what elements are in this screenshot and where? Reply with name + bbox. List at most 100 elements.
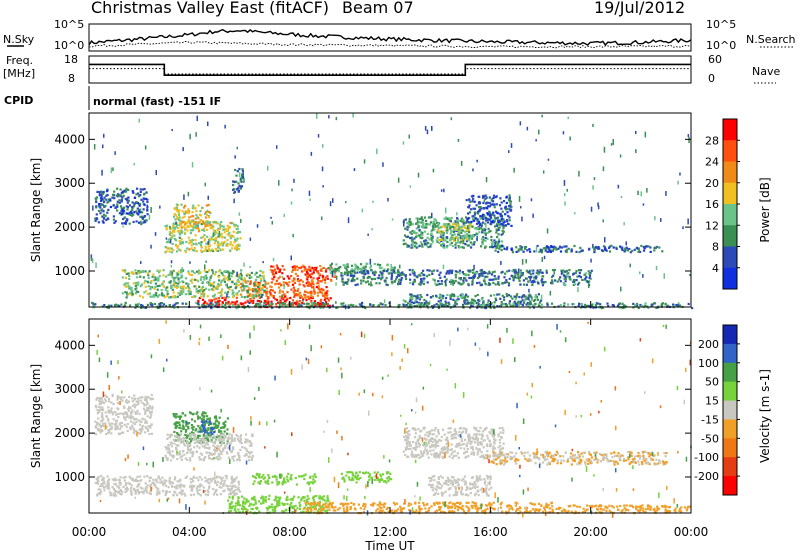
- heatmap-cell: [177, 415, 180, 418]
- heatmap-cell: [159, 302, 162, 305]
- heatmap-cell: [431, 272, 434, 275]
- heatmap-scatter: [271, 221, 273, 225]
- heatmap-cell: [456, 223, 459, 226]
- heatmap-cell: [271, 306, 274, 309]
- heatmap-cell: [588, 274, 592, 277]
- heatmap-cell: [445, 236, 449, 239]
- heatmap-cell: [471, 215, 474, 218]
- heatmap-cell: [181, 240, 184, 243]
- heatmap-cell: [116, 203, 119, 206]
- heatmap-cell: [321, 303, 324, 306]
- heatmap-cell: [428, 238, 431, 241]
- heatmap-cell: [253, 287, 256, 290]
- heatmap-scatter: [525, 259, 527, 264]
- heatmap-cell: [474, 507, 477, 510]
- heatmap-cell: [227, 510, 230, 513]
- heatmap-cell: [299, 291, 302, 294]
- heatmap-cell: [305, 504, 308, 507]
- heatmap-cell: [489, 223, 492, 226]
- heatmap-cell: [522, 294, 526, 297]
- heatmap-scatter: [617, 184, 620, 189]
- heatmap-cell: [471, 200, 474, 203]
- heatmap-cell: [434, 219, 438, 222]
- heatmap-cell: [232, 505, 235, 508]
- heatmap-cell: [436, 221, 439, 224]
- heatmap-cell: [340, 302, 343, 305]
- heatmap-cell: [306, 278, 309, 281]
- heatmap-cell: [149, 295, 152, 298]
- heatmap-cell: [519, 510, 522, 513]
- heatmap-cell: [444, 284, 447, 287]
- heatmap-cell: [116, 187, 119, 190]
- heatmap-cell: [477, 221, 480, 224]
- heatmap-cell: [179, 486, 182, 489]
- heatmap-cell: [231, 479, 234, 482]
- heatmap-cell: [137, 281, 140, 284]
- heatmap-cell: [541, 249, 544, 252]
- heatmap-cell: [270, 294, 273, 297]
- heatmap-cell: [196, 485, 199, 488]
- heatmap-cell: [402, 299, 405, 302]
- heatmap-cell: [253, 294, 256, 297]
- heatmap-cell: [198, 306, 201, 309]
- heatmap-scatter: [485, 223, 487, 228]
- heatmap-cell: [534, 275, 537, 278]
- heatmap-cell: [268, 304, 271, 307]
- heatmap-cell: [308, 307, 311, 310]
- heatmap-cell: [488, 218, 491, 221]
- heatmap-cell: [339, 502, 342, 505]
- heatmap-cell: [402, 243, 405, 246]
- heatmap-cell: [167, 486, 170, 489]
- heatmap-cell: [454, 301, 457, 304]
- heatmap-scatter: [224, 124, 226, 129]
- heatmap-cell: [343, 271, 347, 274]
- heatmap-cell: [474, 299, 477, 303]
- heatmap-cell: [454, 276, 457, 279]
- heatmap-cell: [180, 223, 183, 226]
- heatmap-cell: [390, 269, 393, 272]
- heatmap-cell: [477, 212, 480, 215]
- heatmap-cell: [481, 229, 484, 232]
- heatmap-scatter: [256, 224, 259, 228]
- heatmap-cell: [101, 203, 104, 206]
- heatmap-cell: [505, 248, 508, 251]
- heatmap-cell: [430, 238, 433, 241]
- heatmap-cell: [201, 250, 204, 253]
- heatmap-cell: [295, 265, 298, 268]
- heatmap-cell: [277, 496, 280, 499]
- heatmap-cell: [644, 302, 647, 305]
- heatmap-cell: [525, 277, 528, 280]
- heatmap-cell: [271, 303, 274, 306]
- heatmap-cell: [397, 270, 400, 274]
- heatmap-cell: [161, 302, 164, 305]
- heatmap-cell: [181, 484, 184, 487]
- heatmap-cell: [305, 268, 308, 272]
- heatmap-cell: [454, 279, 457, 282]
- heatmap-cell: [478, 206, 481, 209]
- heatmap-cell: [233, 493, 236, 497]
- heatmap-cell: [432, 221, 435, 224]
- heatmap-cell: [282, 281, 285, 284]
- heatmap-cell: [289, 498, 292, 501]
- heatmap-cell: [380, 266, 383, 269]
- heatmap-scatter: [169, 304, 171, 308]
- heatmap-cell: [194, 221, 197, 224]
- heatmap-cell: [438, 508, 441, 511]
- heatmap-scatter: [687, 134, 690, 138]
- heatmap-cell: [119, 476, 122, 479]
- heatmap-cell: [484, 510, 487, 513]
- heatmap-cell: [253, 290, 256, 293]
- heatmap-cell: [237, 247, 241, 251]
- heatmap-cell: [482, 218, 485, 221]
- heatmap-cell: [419, 241, 422, 244]
- heatmap-cell: [497, 228, 500, 231]
- heatmap-cell: [428, 269, 431, 272]
- heatmap-cell: [330, 506, 333, 509]
- heatmap-cell: [105, 194, 108, 197]
- heatmap-cell: [551, 510, 555, 513]
- heatmap-cell: [520, 274, 523, 277]
- heatmap-scatter: [169, 225, 171, 230]
- heatmap-cell: [429, 245, 432, 248]
- heatmap-cell: [369, 266, 372, 269]
- heatmap-cell: [422, 282, 425, 286]
